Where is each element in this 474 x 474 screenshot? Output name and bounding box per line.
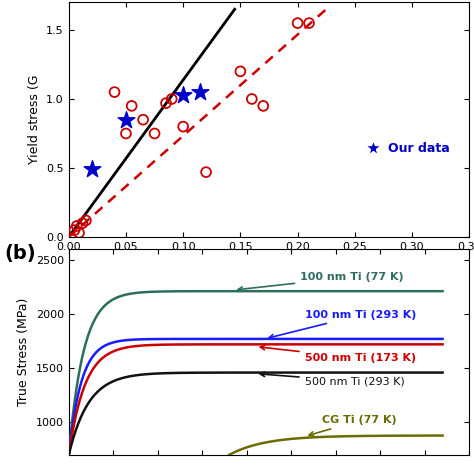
Point <box>168 95 175 103</box>
Point <box>71 226 78 234</box>
Point <box>139 116 147 124</box>
Point <box>197 88 204 96</box>
Point <box>73 222 81 230</box>
Point <box>248 95 255 103</box>
Point <box>128 102 136 109</box>
X-axis label: $\mathbf{d^{-1/2}}$ $\mathbf{nm^{-1/2}}$: $\mathbf{d^{-1/2}}$ $\mathbf{nm^{-1/2}}$ <box>224 255 314 273</box>
Point <box>259 102 267 109</box>
Point <box>179 123 187 130</box>
Point <box>111 88 118 96</box>
Point <box>305 19 313 27</box>
Point <box>202 168 210 176</box>
Text: 500 nm Ti (173 K): 500 nm Ti (173 K) <box>260 346 416 364</box>
Point <box>151 130 158 137</box>
Point <box>88 165 95 173</box>
Text: (b): (b) <box>5 244 36 263</box>
Point <box>75 229 83 237</box>
Point <box>82 217 90 224</box>
Point <box>122 116 130 124</box>
Y-axis label: True Stress (MPa): True Stress (MPa) <box>17 298 30 406</box>
Point <box>294 19 301 27</box>
Text: 100 nm Ti (293 K): 100 nm Ti (293 K) <box>269 310 416 339</box>
Point <box>79 219 86 227</box>
Point <box>179 91 187 99</box>
Point <box>237 68 244 75</box>
Text: CG Ti (77 K): CG Ti (77 K) <box>309 415 397 436</box>
Y-axis label: Yield stress (G: Yield stress (G <box>27 75 41 164</box>
Point <box>122 130 130 137</box>
Point <box>162 100 170 107</box>
Legend: Our data: Our data <box>356 137 455 160</box>
Text: 100 nm Ti (77 K): 100 nm Ti (77 K) <box>238 272 404 292</box>
Text: 500 nm Ti (293 K): 500 nm Ti (293 K) <box>260 372 404 386</box>
